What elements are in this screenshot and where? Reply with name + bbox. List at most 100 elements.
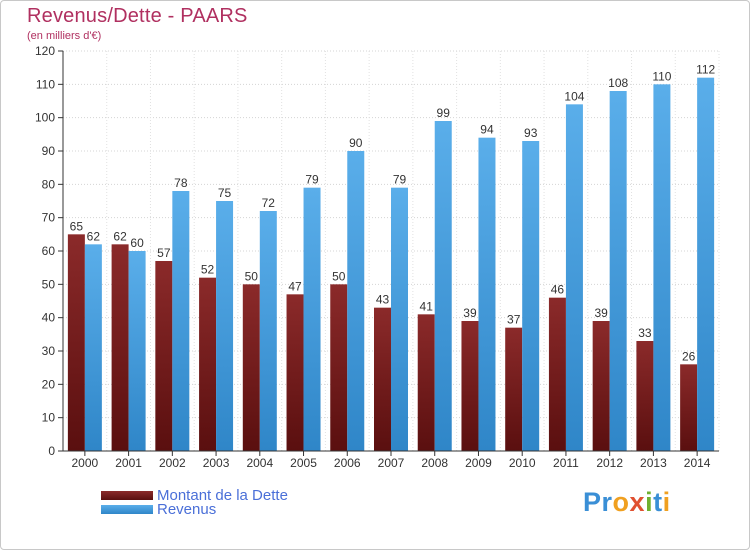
bar-revenus (478, 137, 496, 451)
label-dette: 50 (245, 269, 259, 283)
bar-revenus (565, 104, 583, 451)
xtick-label: 2002 (159, 456, 186, 470)
ytick-label: 120 (35, 44, 55, 58)
xtick-label: 2007 (378, 456, 405, 470)
label-revenus: 78 (174, 176, 188, 190)
legend-item-debt: Montant de la Dette (101, 487, 288, 504)
bar-revenus (522, 141, 540, 451)
bar-dette (592, 321, 610, 451)
legend-swatch-revenus (101, 505, 153, 514)
label-dette: 46 (551, 283, 565, 297)
bar-revenus (391, 187, 408, 451)
label-revenus: 94 (480, 123, 494, 137)
legend-item-revenus: Revenus (101, 501, 216, 518)
label-dette: 50 (332, 269, 346, 283)
label-dette: 39 (594, 306, 608, 320)
ytick-label: 110 (36, 77, 55, 91)
bar-dette (461, 321, 479, 451)
xtick-label: 2008 (421, 456, 448, 470)
bar-revenus (84, 244, 102, 451)
bar-dette (155, 261, 173, 451)
label-revenus: 108 (608, 76, 628, 90)
bar-dette (505, 327, 523, 451)
bar-revenus (128, 251, 146, 451)
ytick-label: 90 (42, 144, 56, 158)
label-dette: 41 (420, 299, 434, 313)
xtick-label: 2000 (72, 456, 99, 470)
label-revenus: 62 (87, 229, 101, 243)
label-dette: 39 (463, 306, 477, 320)
bars (67, 77, 715, 452)
xtick-label: 2012 (596, 456, 623, 470)
bar-dette (374, 307, 391, 451)
ytick-label: 80 (42, 177, 56, 191)
xtick-label: 2001 (115, 456, 142, 470)
label-revenus: 93 (524, 126, 538, 140)
proxiti-logo: Proxiti (583, 487, 671, 517)
xtick-label: 2010 (509, 456, 536, 470)
bar-revenus (347, 151, 365, 451)
label-revenus: 90 (349, 136, 363, 150)
label-dette: 47 (288, 279, 302, 293)
label-dette: 57 (157, 246, 171, 260)
axes: 0 10 20 30 40 50 60 70 80 90 100 110 120 2000 2001 2002… (35, 44, 719, 470)
label-revenus: 99 (437, 106, 451, 120)
bar-dette (548, 297, 566, 451)
label-revenus: 79 (305, 173, 319, 187)
label-dette: 62 (113, 229, 127, 243)
bar-dette (417, 314, 435, 451)
label-revenus: 75 (218, 186, 232, 200)
legend-label-debt: Montant de la Dette (157, 487, 288, 504)
ytick-label: 100 (35, 111, 55, 125)
xtick-label: 2009 (465, 456, 492, 470)
ytick-label: 0 (48, 444, 55, 458)
label-dette: 33 (638, 326, 652, 340)
chart-title: Revenus/Dette - PAARS (27, 5, 248, 27)
bar-revenus (434, 121, 452, 451)
legend-swatch-debt (101, 491, 153, 500)
label-revenus: 110 (652, 69, 671, 83)
xtick-label: 2005 (290, 456, 317, 470)
bar-dette (330, 284, 348, 451)
bar-revenus (303, 187, 321, 451)
bar-dette (111, 244, 129, 451)
label-dette: 65 (70, 219, 84, 233)
xtick-label: 2011 (553, 456, 579, 470)
xtick-label: 2004 (246, 456, 273, 470)
bar-dette (680, 364, 698, 451)
ytick-label: 70 (42, 211, 56, 225)
legend-label-revenus: Revenus (157, 501, 217, 518)
label-revenus: 60 (130, 236, 144, 250)
label-dette: 52 (201, 263, 215, 277)
bar-dette (242, 284, 260, 451)
xtick-label: 2003 (203, 456, 230, 470)
xtick-label: 2006 (334, 456, 361, 470)
label-revenus: 72 (262, 196, 276, 210)
xtick-label: 2013 (640, 456, 667, 470)
chart-subtitle: (en milliers d'€) (27, 30, 102, 42)
bar-dette (286, 294, 304, 451)
label-dette: 26 (682, 349, 696, 363)
bar-revenus (259, 211, 277, 451)
bar-revenus (697, 77, 715, 452)
bar-revenus (609, 91, 627, 451)
ytick-label: 10 (42, 411, 56, 425)
ytick-label: 50 (42, 277, 56, 291)
label-revenus: 79 (393, 173, 407, 187)
label-dette: 43 (376, 293, 390, 307)
bar-revenus (653, 84, 671, 451)
ytick-label: 30 (42, 344, 56, 358)
label-dette: 37 (507, 313, 521, 327)
bar-revenus (172, 191, 190, 451)
bar-dette (67, 234, 85, 451)
label-revenus: 104 (564, 89, 584, 103)
ytick-label: 60 (42, 244, 56, 258)
bar-revenus (216, 201, 234, 451)
label-revenus: 112 (696, 63, 715, 77)
xtick-label: 2014 (684, 456, 711, 470)
bar-dette (199, 277, 217, 451)
ytick-label: 40 (42, 311, 56, 325)
bar-dette (636, 341, 654, 451)
